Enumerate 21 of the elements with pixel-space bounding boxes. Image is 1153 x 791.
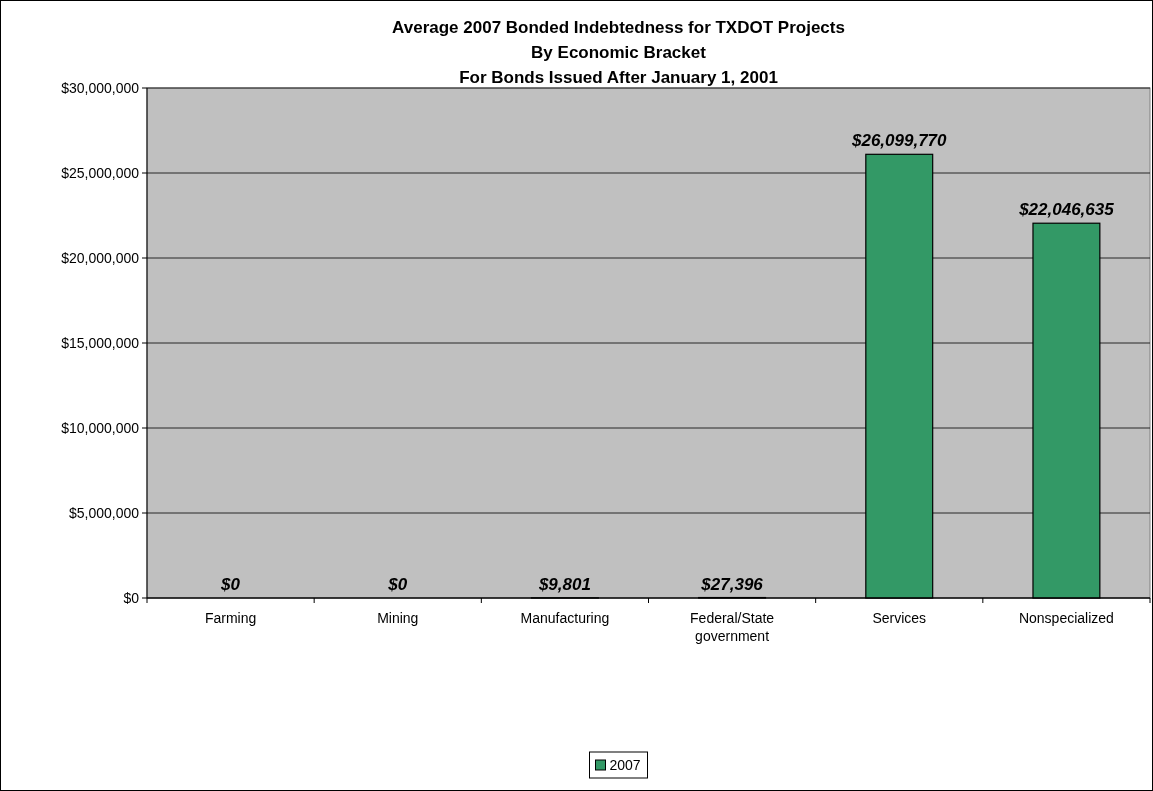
data-label: $26,099,770 (850, 131, 948, 151)
x-tick-label: Nonspecialized (1018, 610, 1114, 626)
data-label: $27,396 (700, 574, 764, 594)
y-tick-label: $25,000,000 (61, 164, 140, 181)
data-label: $9,801 (537, 574, 591, 594)
y-tick-label: $0 (123, 589, 140, 606)
data-label: $0 (387, 575, 408, 594)
data-label: $22,046,635 (1018, 200, 1115, 220)
y-tick-label: $30,000,000 (61, 79, 140, 96)
y-tick-label: $15,000,000 (61, 334, 140, 351)
x-tick-label: Federal/State government (690, 610, 775, 644)
y-tick-label: $10,000,000 (61, 419, 140, 436)
x-tick-label: Farming (204, 610, 257, 626)
x-tick-label: Manufacturing (520, 610, 610, 626)
data-label: $0 (220, 575, 241, 594)
legend-label: 2007 (609, 757, 641, 773)
chart-title: Average 2007 Bonded Indebtedness for TXDOT Projects By Economic Bracket For Bonds Issued After January 1, 2001 (392, 18, 845, 87)
x-tick-label: Services (872, 610, 927, 626)
y-tick-label: $5,000,000 (68, 504, 140, 521)
y-tick-label: $20,000,000 (61, 249, 140, 266)
x-tick-label: Mining (377, 610, 419, 626)
